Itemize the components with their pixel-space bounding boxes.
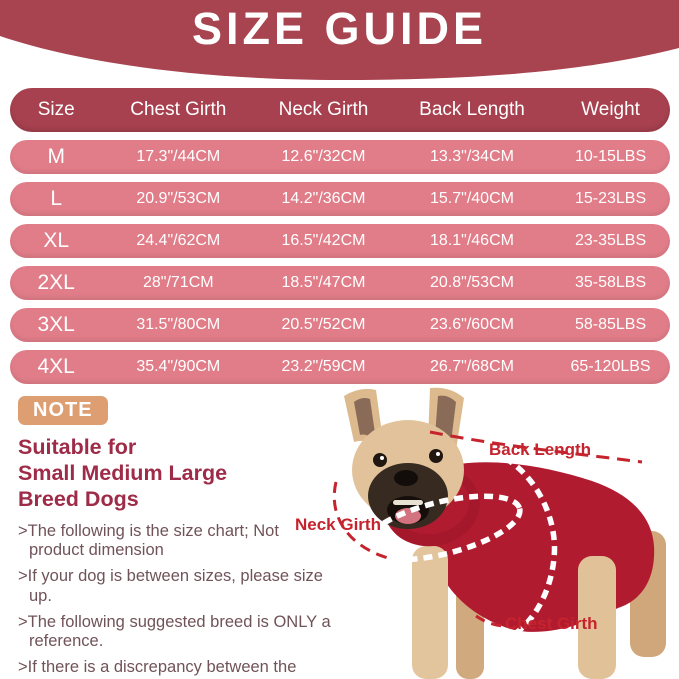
table-row: L 20.9"/53CM 14.2"/36CM 15.7"/40CM 15-23LBS <box>10 182 670 216</box>
banner <box>0 0 679 80</box>
table-cell: L <box>50 187 63 210</box>
table-cell: 20.8"/53CM <box>430 274 514 291</box>
back-length-label: Back Length <box>489 440 592 459</box>
table-header-cell: Weight <box>581 99 640 120</box>
note-bullet-item: >The following is the size chart; Not pr… <box>18 521 279 559</box>
neck-girth-label: Neck Girth <box>295 515 381 534</box>
dog-illustration <box>332 387 666 679</box>
note-bullet-item: >If there is a discrepancy between the b… <box>18 658 297 679</box>
table-row: 4XL 35.4"/90CM 23.2"/59CM 26.7"/68CM 65-120L… <box>10 350 670 384</box>
table-cell: 3XL <box>37 313 75 336</box>
size-table: Size Chest Girth Neck Girth Back Length Weig… <box>10 88 670 384</box>
table-cell: 24.4"/62CM <box>136 232 221 249</box>
table-cell: 35.4"/90CM <box>136 358 221 375</box>
table-cell: M <box>47 145 65 168</box>
table-cell: 65-120LBS <box>570 358 651 375</box>
table-cell: 20.5"/52CM <box>281 316 366 333</box>
table-cell: 18.1"/46CM <box>430 232 514 249</box>
table-cell: 16.5"/42CM <box>281 232 366 249</box>
dog-right-eye <box>429 449 443 463</box>
dog-nose <box>394 470 418 486</box>
dog-left-eye <box>373 453 387 467</box>
dog-front-near-leg <box>412 546 448 679</box>
table-row: 2XL 28"/71CM 18.5"/47CM 20.8"/53CM 35-58LBS <box>10 266 670 300</box>
table-header-cell: Size <box>37 99 75 120</box>
back-length-dashed-line <box>429 430 643 464</box>
chest-girth-dashed-line <box>475 614 507 628</box>
note-bullet-item: >The following suggested breed is ONLY a… <box>18 612 331 651</box>
table-cell: 2XL <box>37 271 75 294</box>
dog-left-eye-glint <box>380 456 384 460</box>
table-cell: 13.3"/34CM <box>430 148 514 165</box>
table-cell: 4XL <box>37 355 75 378</box>
chest-girth-label: Chest Girth <box>505 614 598 633</box>
table-header-cell: Back Length <box>419 99 525 120</box>
table-cell: 31.5"/80CM <box>136 316 221 333</box>
table-cell: 14.2"/36CM <box>281 190 366 207</box>
table-header-cell: Neck Girth <box>278 99 369 120</box>
table-cell: XL <box>43 229 70 252</box>
table-cell: 12.6"/32CM <box>281 148 366 165</box>
table-cell: 23.2"/59CM <box>281 358 366 375</box>
table-cell: 17.3"/44CM <box>136 148 221 165</box>
table-row: 3XL 31.5"/80CM 20.5"/52CM 23.6"/60CM 58-85LB… <box>10 308 670 342</box>
page-title: SIZE GUIDE <box>191 3 488 54</box>
dog-teeth <box>393 500 423 505</box>
table-header-row: Size Chest Girth Neck Girth Back Length Weig… <box>10 88 670 132</box>
table-cell: 15.7"/40CM <box>430 190 514 207</box>
note-heading-line: Small Medium Large <box>18 461 228 486</box>
table-cell: 20.9"/53CM <box>136 190 221 207</box>
dog-head <box>344 387 464 529</box>
note-bullet-item: >If your dog is between sizes, please si… <box>18 567 323 605</box>
note-badge: NOTE <box>18 396 108 425</box>
neck-girth-dashed-line <box>332 481 389 560</box>
dog-left-ear-inner <box>354 398 376 440</box>
note-heading-line: Breed Dogs <box>18 487 139 512</box>
table-cell: 23-35LBS <box>574 232 647 249</box>
table-header-cell: Chest Girth <box>130 99 227 120</box>
table-row: M 17.3"/44CM 12.6"/32CM 13.3"/34CM 10-15LBS <box>10 140 670 174</box>
note-heading: Suitable for Small Medium Large Breed Dogs <box>18 434 332 513</box>
note-heading-line: Suitable for <box>18 435 137 459</box>
table-cell: 35-58LBS <box>574 274 647 291</box>
table-cell: 58-85LBS <box>574 316 647 333</box>
chest-girth-chain <box>503 455 558 636</box>
table-cell: 23.6"/60CM <box>430 316 514 333</box>
table-cell: 18.5"/47CM <box>281 274 366 291</box>
note-block: NOTE Suitable for Small Medium Large Breed… <box>18 396 332 679</box>
table-cell: 26.7"/68CM <box>430 358 514 375</box>
table-row: XL 24.4"/62CM 16.5"/42CM 18.1"/46CM 23-35LBS <box>10 224 670 258</box>
dog-right-eye-glint <box>436 452 440 456</box>
table-cell: 15-23LBS <box>574 190 647 207</box>
dog-rear-near-leg <box>578 556 616 679</box>
table-cell: 10-15LBS <box>574 148 647 165</box>
note-bullets: >The following is the size chart; Not pr… <box>18 522 332 679</box>
table-cell: 28"/71CM <box>142 274 214 291</box>
